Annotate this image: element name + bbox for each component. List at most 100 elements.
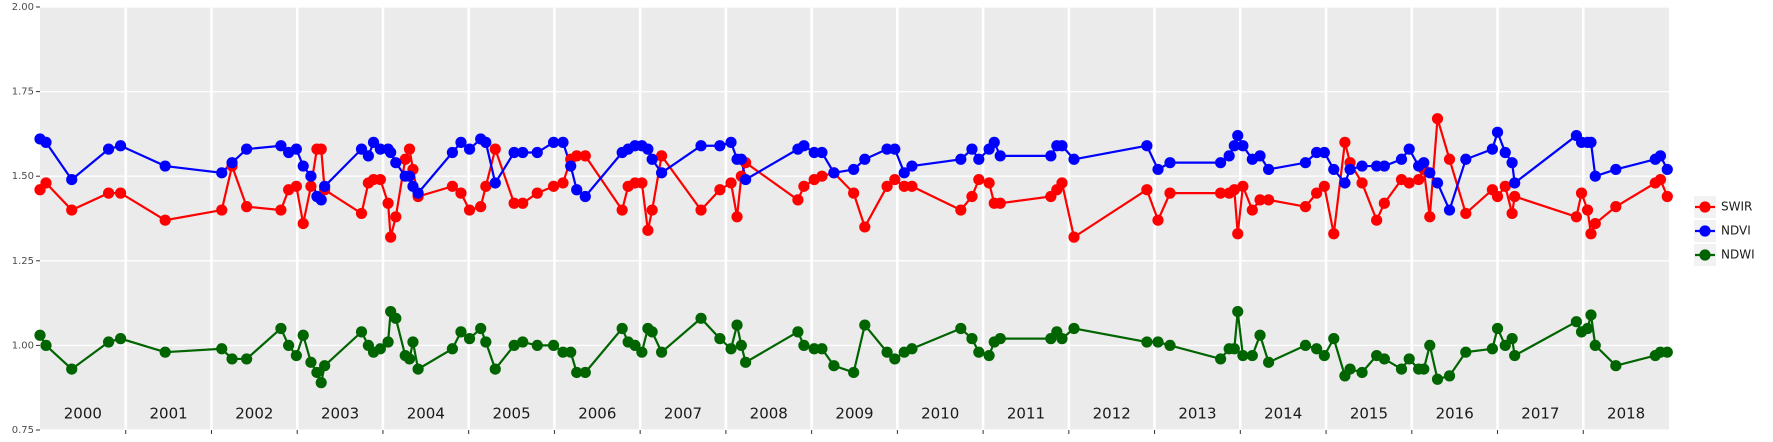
data-point <box>319 360 331 372</box>
data-point <box>34 329 46 341</box>
data-point <box>1056 333 1068 345</box>
data-point <box>290 180 302 192</box>
data-point <box>1152 214 1164 226</box>
data-point <box>385 146 397 159</box>
data-point <box>475 201 487 213</box>
data-point <box>403 143 416 155</box>
data-point <box>1068 153 1080 165</box>
data-point <box>455 187 467 199</box>
data-point <box>463 204 476 216</box>
data-point <box>399 153 411 165</box>
data-point <box>636 177 648 189</box>
data-point <box>283 339 295 351</box>
data-point <box>315 194 327 206</box>
x-tick-label: 2014 <box>1264 405 1302 423</box>
data-point <box>798 140 810 152</box>
data-point <box>1491 190 1504 203</box>
data-point <box>1589 170 1601 182</box>
data-point <box>1491 126 1504 138</box>
data-point <box>1506 207 1518 220</box>
data-point <box>455 326 467 338</box>
data-point <box>1403 353 1415 365</box>
data-point <box>489 177 501 189</box>
x-tick-label: 2005 <box>492 405 530 423</box>
data-point <box>695 312 707 324</box>
data-point <box>714 333 726 345</box>
data-point <box>311 366 323 379</box>
data-point <box>1378 353 1390 365</box>
data-point <box>1141 336 1153 348</box>
data-point <box>1499 146 1511 159</box>
data-point <box>1237 180 1249 192</box>
data-point <box>808 146 820 159</box>
legend-label: NDVI <box>1721 224 1751 238</box>
data-point <box>1575 187 1588 199</box>
data-point <box>1299 339 1312 351</box>
data-point <box>1311 187 1323 199</box>
data-point <box>1395 363 1408 375</box>
data-point <box>1318 146 1330 159</box>
data-point <box>1395 153 1408 165</box>
data-point <box>1424 211 1436 223</box>
legend-point <box>1699 201 1711 213</box>
data-point <box>579 190 591 203</box>
data-point <box>792 194 804 206</box>
data-point <box>159 346 171 358</box>
data-point <box>547 180 560 192</box>
data-point <box>1509 190 1521 203</box>
data-point <box>655 150 668 162</box>
data-point <box>966 190 978 203</box>
legend-label: NDWI <box>1721 248 1755 262</box>
x-tick-label: 2002 <box>235 405 273 423</box>
data-point <box>973 153 985 165</box>
data-point <box>102 187 115 199</box>
data-point <box>1045 150 1057 162</box>
data-point <box>297 217 309 230</box>
data-point <box>1318 349 1330 362</box>
data-point <box>241 143 253 155</box>
data-point <box>1254 150 1266 162</box>
data-point <box>1356 366 1368 379</box>
data-point <box>66 173 78 186</box>
data-point <box>1371 160 1383 172</box>
data-point <box>646 204 658 216</box>
data-point <box>642 143 654 155</box>
data-point <box>463 333 476 345</box>
data-point <box>1506 333 1518 345</box>
data-point <box>489 143 501 155</box>
data-point <box>1237 349 1249 362</box>
data-point <box>114 333 127 345</box>
data-point <box>735 153 747 165</box>
data-point <box>275 204 287 216</box>
legend-point <box>1699 225 1711 237</box>
data-point <box>1344 363 1356 375</box>
data-point <box>848 366 860 379</box>
x-tick-label: 2003 <box>321 405 359 423</box>
data-point <box>798 339 810 351</box>
data-point <box>407 336 419 348</box>
data-point <box>828 167 840 179</box>
data-point <box>695 204 707 216</box>
data-point <box>508 197 520 209</box>
data-point <box>1589 339 1601 351</box>
data-point <box>1570 211 1583 223</box>
data-point <box>305 356 317 368</box>
data-point <box>412 363 424 375</box>
data-point <box>355 207 368 220</box>
data-point <box>412 187 424 199</box>
data-point <box>1431 113 1444 125</box>
data-point <box>966 143 978 155</box>
data-point <box>955 204 967 216</box>
legend-label: SWIR <box>1721 200 1752 214</box>
data-point <box>565 346 577 358</box>
data-point <box>1585 228 1597 240</box>
data-point <box>646 326 658 338</box>
data-point <box>816 170 828 182</box>
data-point <box>1328 333 1340 345</box>
data-point <box>480 136 492 148</box>
data-point <box>446 180 458 192</box>
data-point <box>966 333 978 345</box>
data-point <box>403 170 416 182</box>
data-point <box>973 346 985 358</box>
